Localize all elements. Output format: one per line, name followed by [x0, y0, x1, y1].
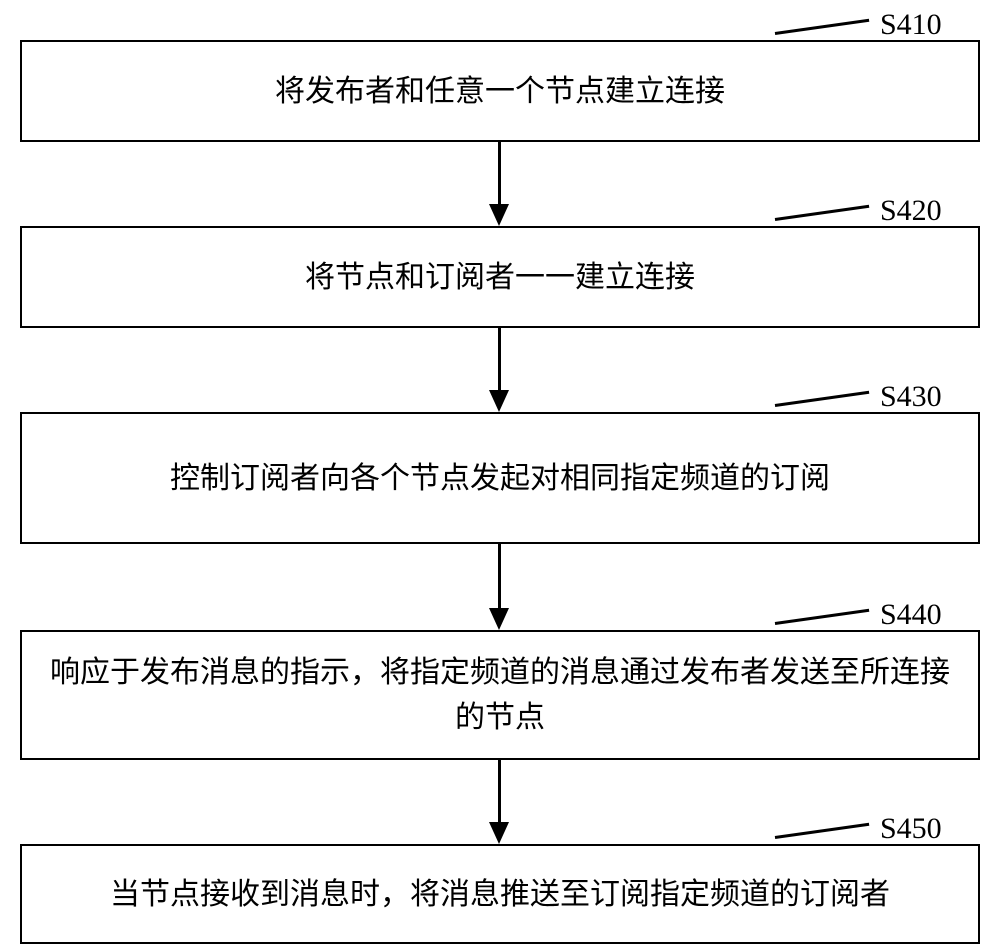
- step-label-s440: S440: [880, 598, 942, 632]
- step-box-s450: 当节点接收到消息时，将消息推送至订阅指定频道的订阅者: [20, 844, 980, 944]
- arrow-head-icon: [489, 204, 509, 226]
- arrow-line: [498, 142, 501, 204]
- leader-line: [775, 19, 869, 35]
- step-text: 将节点和订阅者一一建立连接: [305, 255, 695, 300]
- arrow-head-icon: [489, 608, 509, 630]
- arrow-line: [498, 328, 501, 390]
- step-box-s420: 将节点和订阅者一一建立连接: [20, 226, 980, 328]
- step-text: 控制订阅者向各个节点发起对相同指定频道的订阅: [170, 456, 830, 501]
- step-label-s430: S430: [880, 380, 942, 414]
- step-label-s420: S420: [880, 194, 942, 228]
- leader-line: [775, 205, 869, 221]
- leader-line: [775, 823, 869, 839]
- step-text: 将发布者和任意一个节点建立连接: [275, 69, 725, 114]
- step-label-s450: S450: [880, 812, 942, 846]
- step-text: 响应于发布消息的指示，将指定频道的消息通过发布者发送至所连接的节点: [42, 650, 958, 740]
- step-box-s440: 响应于发布消息的指示，将指定频道的消息通过发布者发送至所连接的节点: [20, 630, 980, 760]
- arrow-head-icon: [489, 822, 509, 844]
- step-box-s410: 将发布者和任意一个节点建立连接: [20, 40, 980, 142]
- step-text: 当节点接收到消息时，将消息推送至订阅指定频道的订阅者: [110, 872, 890, 917]
- leader-line: [775, 391, 869, 407]
- arrow-line: [498, 760, 501, 822]
- step-label-s410: S410: [880, 8, 942, 42]
- step-box-s430: 控制订阅者向各个节点发起对相同指定频道的订阅: [20, 412, 980, 544]
- arrow-line: [498, 544, 501, 608]
- arrow-head-icon: [489, 390, 509, 412]
- leader-line: [775, 609, 869, 625]
